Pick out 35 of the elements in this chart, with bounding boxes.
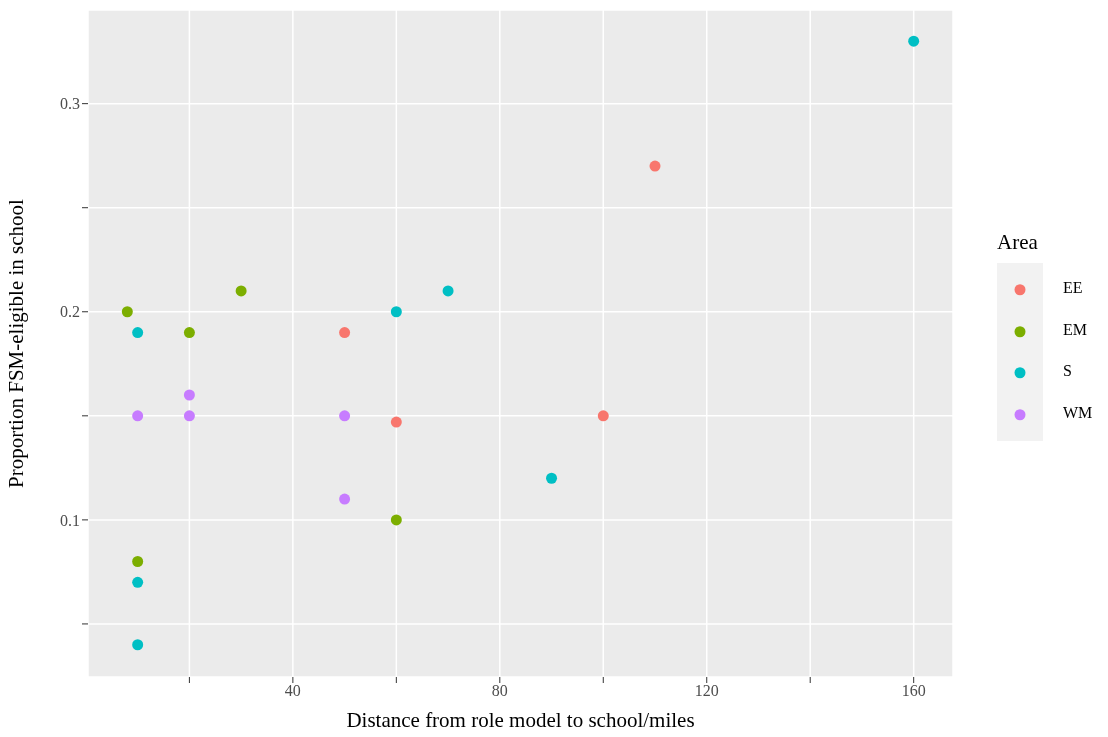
- point: [183, 327, 195, 339]
- legend-title: Area: [997, 230, 1039, 255]
- point: [390, 306, 402, 318]
- x-tick-label: 160: [901, 682, 926, 700]
- legend-label: EE: [1063, 279, 1083, 297]
- y-tick-label: 0.2: [60, 303, 80, 321]
- point: [339, 493, 351, 505]
- point: [183, 389, 195, 401]
- x-tick-label: 40: [284, 682, 301, 700]
- point: [390, 416, 402, 428]
- legend-label: EM: [1063, 320, 1087, 339]
- x-axis-title: Distance from role model to school/miles: [346, 708, 695, 732]
- legend-label: WM: [1063, 403, 1093, 422]
- x-tick-label: 120: [694, 682, 719, 700]
- point: [132, 639, 144, 651]
- legend-label: S: [1063, 362, 1072, 380]
- point: [339, 410, 351, 422]
- point: [649, 160, 661, 172]
- point: [132, 327, 144, 339]
- point: [132, 556, 144, 567]
- y-axis-title: Proportion FSM-eligible in school: [4, 198, 29, 488]
- point: [597, 410, 609, 422]
- point: [132, 576, 144, 588]
- point: [121, 306, 133, 318]
- point: [442, 285, 454, 297]
- point: [390, 514, 402, 526]
- point: [132, 410, 144, 422]
- point: [183, 410, 195, 422]
- point: [908, 35, 920, 47]
- point: [546, 472, 558, 484]
- y-tick-label: 0.3: [60, 95, 80, 113]
- x-tick-label: 80: [491, 682, 508, 700]
- point: [339, 327, 351, 339]
- point: [235, 285, 247, 297]
- y-tick-label: 0.1: [60, 511, 80, 529]
